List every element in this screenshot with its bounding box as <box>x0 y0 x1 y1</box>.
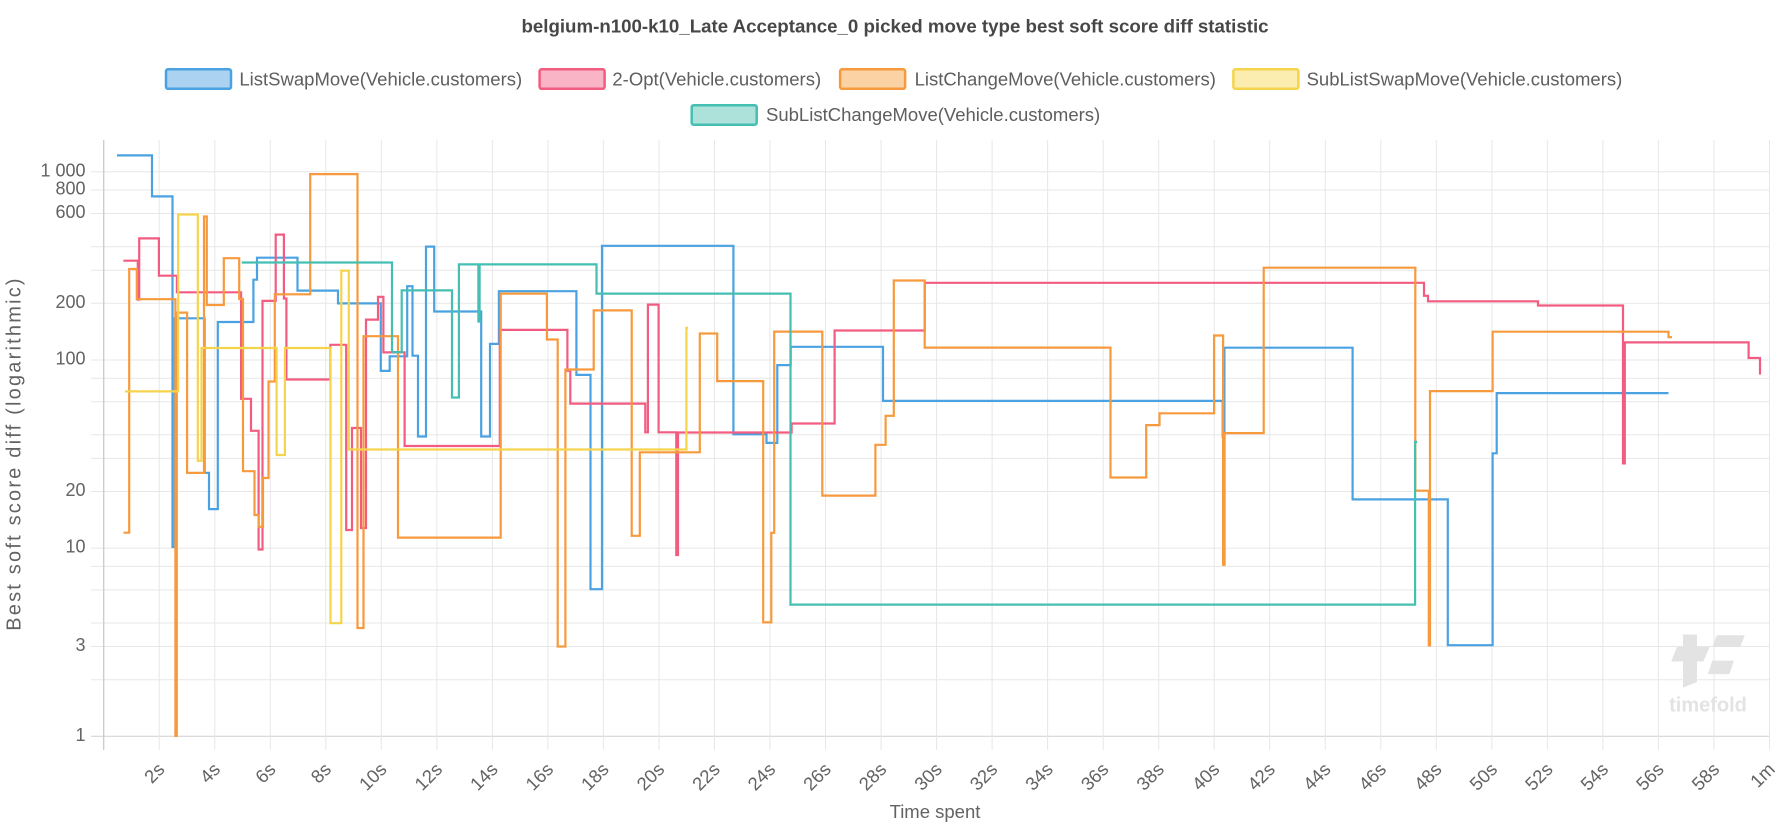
svg-text:600: 600 <box>55 202 85 222</box>
svg-text:SubListChangeMove(Vehicle.cust: SubListChangeMove(Vehicle.customers) <box>766 104 1100 125</box>
svg-text:200: 200 <box>55 292 85 312</box>
svg-text:Time spent: Time spent <box>890 801 981 822</box>
svg-text:ListSwapMove(Vehicle.customers: ListSwapMove(Vehicle.customers) <box>239 68 522 89</box>
svg-text:ListChangeMove(Vehicle.custome: ListChangeMove(Vehicle.customers) <box>915 68 1216 89</box>
svg-text:timefold: timefold <box>1669 695 1747 717</box>
svg-text:800: 800 <box>55 179 85 199</box>
svg-text:SubListSwapMove(Vehicle.custom: SubListSwapMove(Vehicle.customers) <box>1307 68 1623 89</box>
svg-text:100: 100 <box>55 349 85 369</box>
svg-text:20: 20 <box>65 480 85 500</box>
svg-text:belgium-n100-k10_Late Acceptan: belgium-n100-k10_Late Acceptance_0 picke… <box>521 16 1268 37</box>
svg-text:1 000: 1 000 <box>40 160 85 180</box>
svg-text:10: 10 <box>65 537 85 557</box>
svg-text:2-Opt(Vehicle.customers): 2-Opt(Vehicle.customers) <box>612 68 821 89</box>
svg-text:1: 1 <box>75 725 85 745</box>
svg-text:Best soft score diff (logarith: Best soft score diff (logarithmic) <box>4 276 26 631</box>
svg-text:3: 3 <box>75 635 85 655</box>
